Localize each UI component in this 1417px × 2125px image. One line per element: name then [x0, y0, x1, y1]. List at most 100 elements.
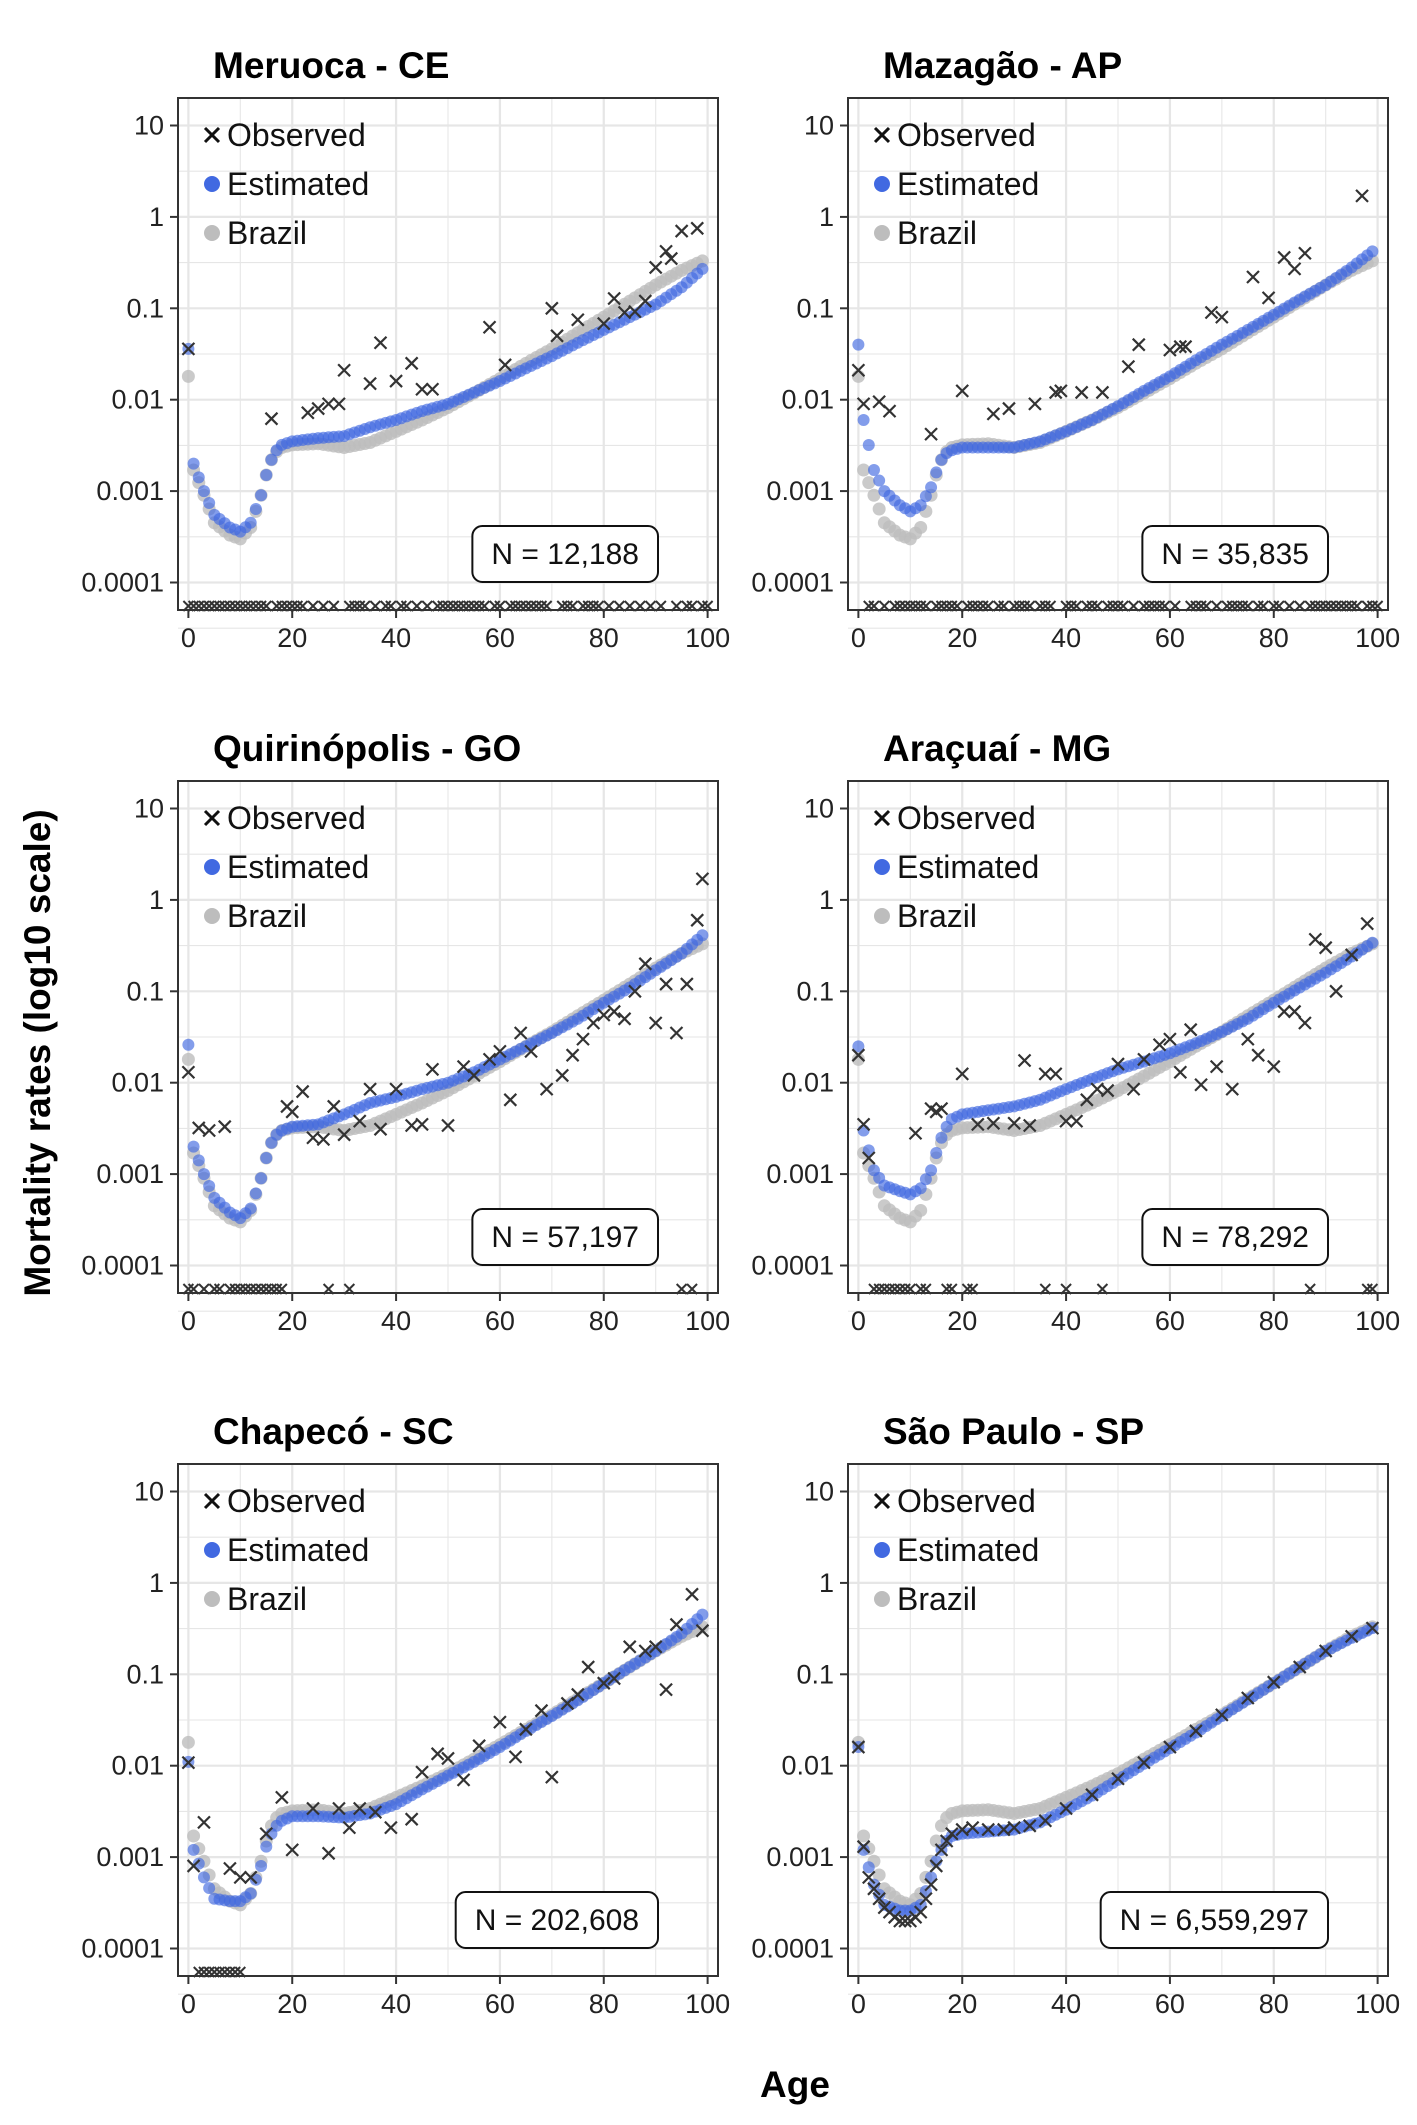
- observed-point: [851, 1048, 866, 1062]
- legend-label: Estimated: [897, 166, 1039, 202]
- observed-point: [181, 1065, 196, 1080]
- observed-point: [191, 1121, 206, 1135]
- estimated-point: [260, 468, 273, 481]
- y-tick-label: 0.01: [111, 1751, 164, 1781]
- observed-point: [498, 358, 512, 372]
- estimated-point: [265, 453, 278, 466]
- estimated-point: [187, 1843, 200, 1856]
- observed-point: [607, 1004, 621, 1019]
- x-tick-label: 40: [1051, 623, 1081, 653]
- sample-size-label: N = 12,188: [491, 538, 639, 571]
- y-tick-label: 0.0001: [751, 1933, 834, 1963]
- estimated-point: [862, 1144, 875, 1157]
- observed-point: [1215, 310, 1229, 324]
- legend-estimated-marker: [874, 176, 890, 192]
- legend: Observed Estimated Brazil: [203, 1483, 369, 1617]
- observed-point: [1183, 1022, 1198, 1037]
- legend-label: Brazil: [227, 1581, 307, 1617]
- observed-point: [913, 1905, 928, 1919]
- panel-title: Araçuaí - MG: [883, 728, 1111, 769]
- y-tick-label: 1: [819, 885, 834, 915]
- observed-point: [332, 397, 346, 411]
- legend-label: Observed: [227, 800, 366, 836]
- observed-point: [939, 1834, 954, 1848]
- legend-estimated-marker: [204, 859, 220, 875]
- observed-point: [363, 376, 377, 391]
- chart-panel: Chapecó - SC 0 20 40 60 80 100 0.0001 0.001 0.01 0…: [81, 1411, 730, 2019]
- gridlines: [848, 781, 1388, 1312]
- observed-point: [503, 1093, 518, 1107]
- panel-title: Chapecó - SC: [213, 1411, 454, 1452]
- observed-point: [545, 1770, 559, 1784]
- observed-point: [534, 1703, 549, 1718]
- observed-point: [1007, 1116, 1021, 1131]
- x-tick-label: 100: [1355, 1989, 1400, 2019]
- x-tick-label: 60: [485, 1989, 515, 2019]
- x-tick-label: 20: [947, 1989, 977, 2019]
- gridlines: [178, 781, 718, 1312]
- observed-point: [1095, 385, 1110, 400]
- observed-point: [929, 1859, 944, 1873]
- observed-point: [1241, 1032, 1255, 1046]
- x-tick-label: 40: [381, 1306, 411, 1336]
- x-tick-label: 100: [1355, 623, 1400, 653]
- observed-point: [311, 401, 325, 416]
- estimated-point: [197, 485, 210, 498]
- observed-point: [384, 1820, 398, 1835]
- observed-point: [638, 1644, 653, 1658]
- observed-point: [243, 1870, 258, 1885]
- observed-point: [1059, 1114, 1073, 1128]
- observed-point: [1292, 1660, 1307, 1674]
- observed-point: [415, 1117, 429, 1132]
- observed-point: [669, 1026, 684, 1040]
- observed-point: [1225, 1082, 1240, 1096]
- legend-observed-marker: [203, 809, 221, 827]
- observed-point: [680, 977, 694, 991]
- estimated-point: [873, 474, 886, 487]
- observed-point: [1298, 246, 1312, 261]
- observed-point: [368, 1805, 383, 1819]
- data-layer: [181, 1587, 710, 1978]
- observed-point: [352, 1114, 367, 1128]
- y-tick-label: 1: [819, 1568, 834, 1598]
- panel-frame: [177, 97, 719, 611]
- y-tick-label: 0.001: [766, 1159, 834, 1189]
- brazil-point: [187, 1829, 201, 1843]
- observed-point: [1215, 1708, 1229, 1722]
- observed-point: [628, 304, 642, 319]
- observed-point: [197, 1815, 211, 1830]
- observed-point: [1022, 1819, 1037, 1833]
- observed-point: [924, 1877, 938, 1892]
- y-tick-label: 0.001: [96, 476, 164, 506]
- brazil-point: [862, 476, 876, 490]
- legend: Observed Estimated Brazil: [203, 800, 369, 934]
- observed-point: [596, 316, 611, 331]
- observed-point: [1038, 1813, 1053, 1828]
- estimated-point: [260, 1840, 273, 1853]
- observed-point: [648, 1016, 663, 1030]
- observed-point: [986, 1116, 1001, 1131]
- observed-point: [1126, 1082, 1141, 1096]
- estimated-point: [925, 481, 938, 494]
- legend-brazil-marker: [204, 1591, 220, 1607]
- observed-point: [285, 1843, 300, 1857]
- observed-point: [425, 1062, 440, 1077]
- legend-brazil-marker: [874, 225, 890, 241]
- brazil-point: [857, 1829, 871, 1843]
- observed-point: [1241, 1691, 1255, 1705]
- y-tick-label: 0.01: [781, 385, 834, 415]
- x-tick-label: 20: [947, 623, 977, 653]
- y-tick-label: 1: [149, 1568, 164, 1598]
- y-tick-label: 10: [134, 1477, 164, 1507]
- sample-size-label: N = 202,608: [475, 1904, 639, 1937]
- legend-label: Estimated: [897, 849, 1039, 885]
- observed-point: [851, 1740, 866, 1754]
- x-tick-label: 100: [685, 623, 730, 653]
- sample-size-frame: [454, 1891, 659, 1949]
- legend-label: Estimated: [227, 1532, 369, 1568]
- legend-observed-marker: [873, 1492, 891, 1510]
- chart-panel: Meruoca - CE 0 20 40 60 80 100 0.0001 0.001 0.01 0…: [81, 45, 730, 653]
- legend-label: Observed: [227, 1483, 366, 1519]
- observed-point: [1054, 384, 1068, 398]
- y-tick-label: 0.01: [781, 1751, 834, 1781]
